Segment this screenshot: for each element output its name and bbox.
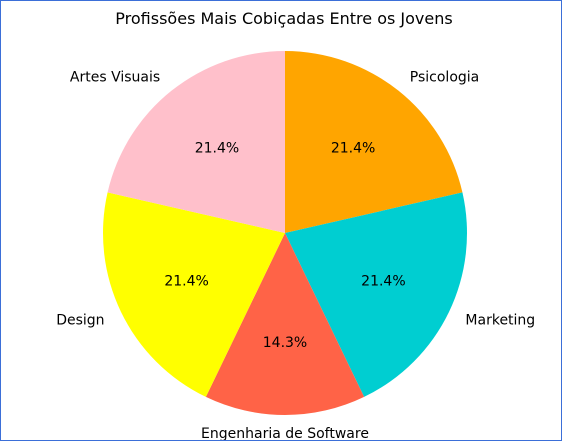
pie-slice-artes-visuais <box>107 51 285 233</box>
slice-pct-psicologia: 21.4% <box>331 141 375 157</box>
slice-label-artes-visuais: Artes Visuais <box>70 69 160 85</box>
slice-label-design: Design <box>56 313 104 329</box>
pie-slice-marketing <box>285 192 468 397</box>
pie-slice-psicologia <box>285 51 463 233</box>
chart-title: Profissões Mais Cobiçadas Entre os Joven… <box>115 9 452 28</box>
slice-pct-marketing: 21.4% <box>361 273 405 289</box>
slice-label-psicologia: Psicologia <box>410 69 479 85</box>
pie-slices <box>102 51 468 415</box>
pie-slice-engenharia-de-software <box>205 233 365 415</box>
slice-label-marketing: Marketing <box>465 313 535 329</box>
slice-pct-engenharia-de-software: 14.3% <box>263 335 307 351</box>
slice-pct-design: 21.4% <box>164 273 208 289</box>
pie-slice-design <box>102 192 285 397</box>
slice-pct-artes-visuais: 21.4% <box>195 141 239 157</box>
slice-label-engenharia-de-software: Engenharia de Software <box>201 426 369 440</box>
pie-labels: Psicologia 21.4% Marketing 21.4% Engenharia … <box>56 69 535 440</box>
